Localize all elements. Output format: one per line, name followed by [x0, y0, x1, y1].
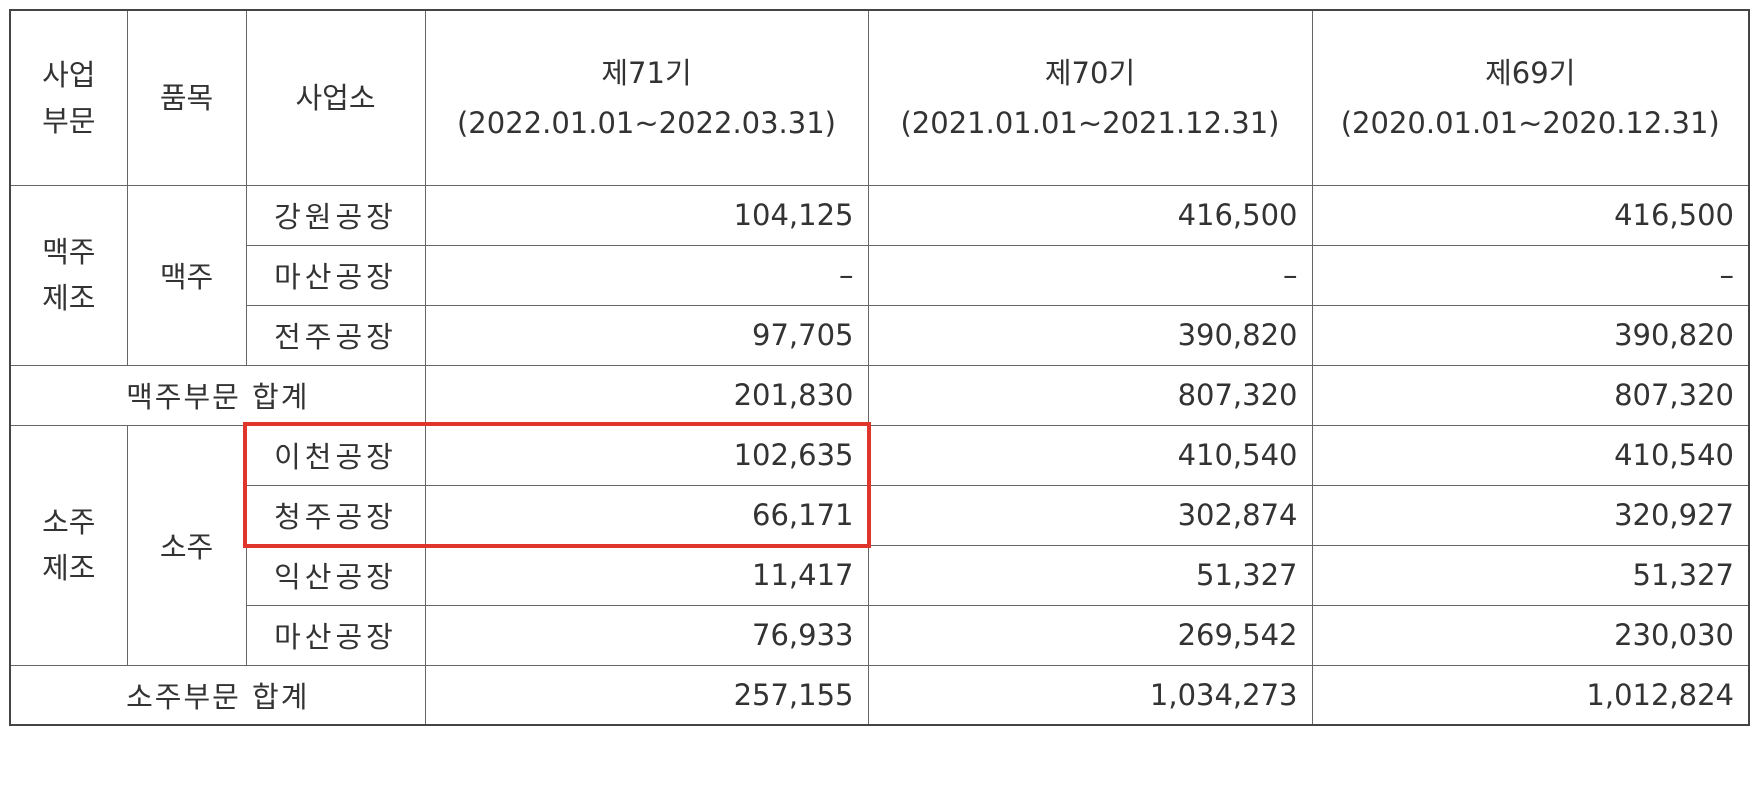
header-cell: 제71기 (2022.01.01~2022.03.31) [424, 9, 869, 186]
value-cell: 230,030 [1311, 604, 1750, 666]
value-cell: 104,125 [424, 184, 869, 246]
value-cell: – [867, 244, 1313, 306]
site-cell: 마산공장 [245, 244, 426, 306]
data-row: 소주제조 소주 이천공장 102,635 410,540 410,540 [9, 424, 1750, 666]
site-cell: 청주공장 [245, 484, 426, 546]
data-row: 청주공장 66,171 302,874 320,927 [10, 484, 1750, 546]
subtotal-row: 맥주부문 합계 201,830 807,320 807,320 [9, 364, 1750, 426]
subtotal-label: 맥주부문 합계 [9, 364, 426, 426]
value-cell: 807,320 [867, 364, 1313, 426]
site-cell: 마산공장 [245, 604, 426, 666]
data-table: 사업부문 품목 사업소 제71기 (2022.01.01~2022.03.31) 제… [9, 9, 1750, 726]
segment-cell: 소주제조 [9, 424, 128, 666]
site-cell: 이천공장 [245, 424, 426, 486]
value-cell: 257,155 [424, 664, 869, 726]
header-cell: 제70기 (2021.01.01~2021.12.31) [867, 9, 1313, 186]
period-range: (2020.01.01~2020.12.31) [1340, 105, 1720, 140]
item-cell: 맥주 [126, 184, 247, 366]
period-label: 제70기 [1044, 55, 1136, 90]
value-cell: 97,705 [424, 304, 869, 366]
value-cell: 416,500 [1311, 184, 1750, 246]
segment-cell: 맥주제조 [9, 184, 128, 366]
value-cell: 102,635 [424, 424, 869, 486]
data-row: 익산공장 11,417 51,327 51,327 [10, 544, 1750, 606]
header-cell: 품목 [126, 9, 247, 186]
value-cell: 390,820 [867, 304, 1313, 366]
data-row: 전주공장 97,705 390,820 390,820 [10, 304, 1750, 366]
value-cell: 410,540 [867, 424, 1313, 486]
value-cell: 1,012,824 [1311, 664, 1750, 726]
value-cell: 76,933 [424, 604, 869, 666]
value-cell: 66,171 [424, 484, 869, 546]
header-cell: 사업소 [245, 9, 426, 186]
value-cell: – [424, 244, 869, 306]
header-cell: 제69기 (2020.01.01~2020.12.31) [1311, 9, 1750, 186]
value-cell: 410,540 [1311, 424, 1750, 486]
data-row: 마산공장 – – – [10, 244, 1750, 306]
value-cell: – [1311, 244, 1750, 306]
site-cell: 강원공장 [245, 184, 426, 246]
value-cell: 390,820 [1311, 304, 1750, 366]
subtotal-label: 소주부문 합계 [9, 664, 426, 726]
value-cell: 302,874 [867, 484, 1313, 546]
data-row: 마산공장 76,933 269,542 230,030 [10, 604, 1750, 666]
period-range: (2022.01.01~2022.03.31) [456, 105, 836, 140]
value-cell: 1,034,273 [867, 664, 1313, 726]
value-cell: 51,327 [867, 544, 1313, 606]
site-cell: 전주공장 [245, 304, 426, 366]
site-cell: 익산공장 [245, 544, 426, 606]
header-cell: 사업부문 [9, 9, 128, 186]
subtotal-row: 소주부문 합계 257,155 1,034,273 1,012,824 [9, 664, 1750, 726]
value-cell: 269,542 [867, 604, 1313, 666]
value-cell: 51,327 [1311, 544, 1750, 606]
header-row: 사업부문 품목 사업소 제71기 (2022.01.01~2022.03.31) 제… [9, 9, 1750, 186]
value-cell: 320,927 [1311, 484, 1750, 546]
period-range: (2021.01.01~2021.12.31) [900, 105, 1280, 140]
value-cell: 201,830 [424, 364, 869, 426]
value-cell: 11,417 [424, 544, 869, 606]
period-label: 제69기 [1485, 55, 1576, 90]
value-cell: 416,500 [867, 184, 1313, 246]
data-row: 맥주제조 맥주 강원공장 104,125 416,500 416,500 [9, 184, 1750, 366]
period-label: 제71기 [601, 55, 692, 90]
item-cell: 소주 [126, 424, 247, 666]
value-cell: 807,320 [1311, 364, 1750, 426]
